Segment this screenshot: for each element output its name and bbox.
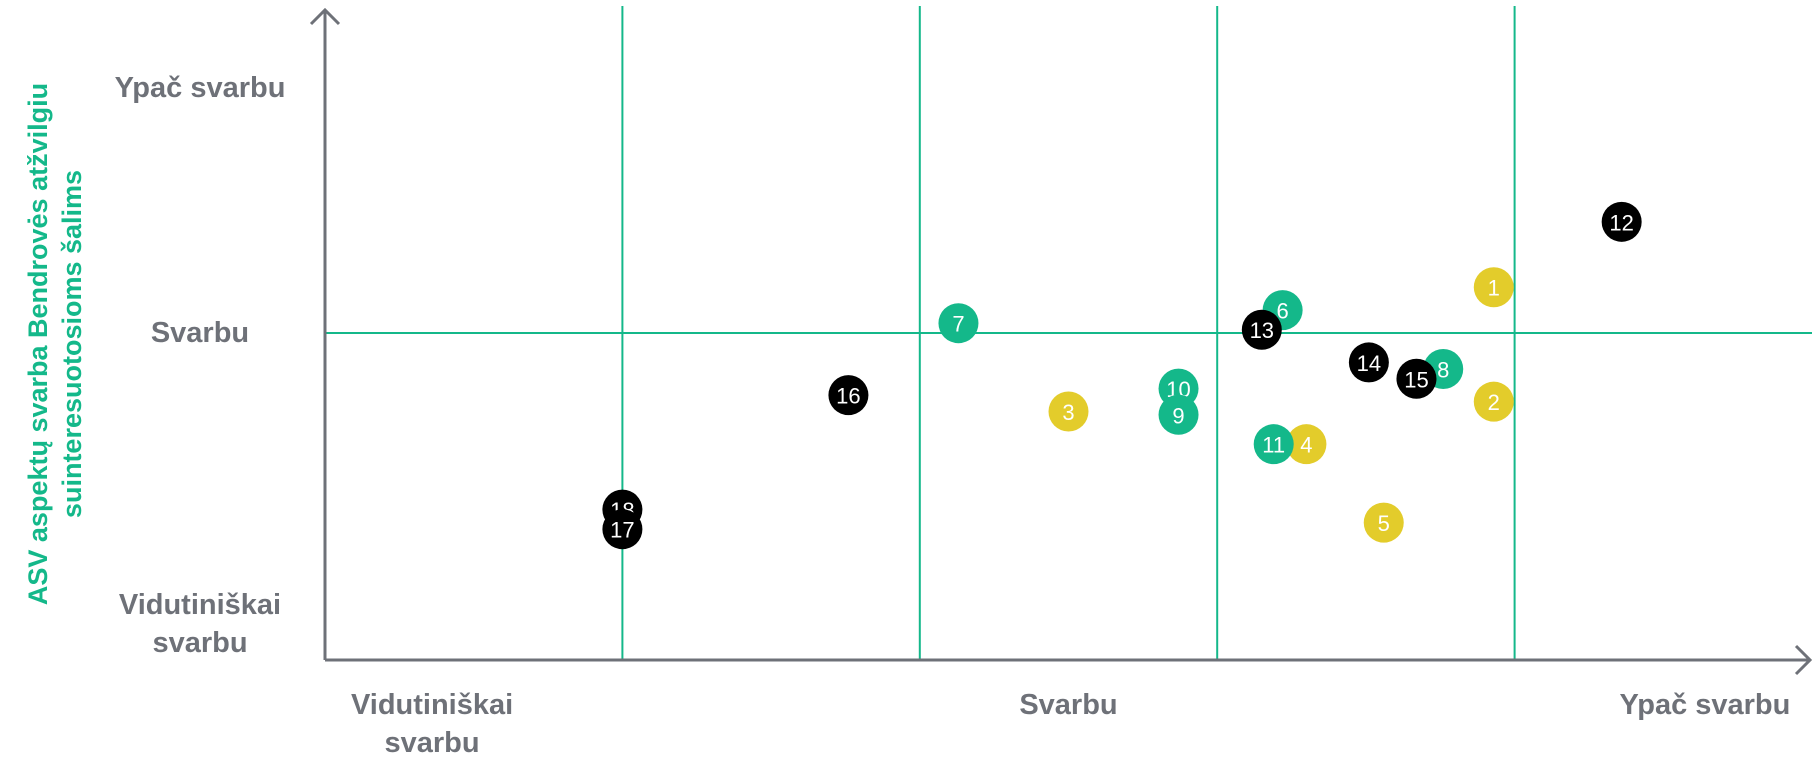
y-axis-title: ASV aspektų svarba Bendrovės atžvilgiu s… xyxy=(23,82,87,606)
y-axis-arrow xyxy=(309,7,341,26)
point-label: 2 xyxy=(1488,390,1500,415)
marker xyxy=(1601,201,1642,242)
x-tick-label: Ypač svarbu xyxy=(1619,689,1791,721)
point: 13 xyxy=(1241,309,1282,350)
y-tick-label: Ypač svarbu xyxy=(114,71,286,104)
point: 15 xyxy=(1396,358,1437,399)
point: 1 xyxy=(1473,267,1514,308)
point-label: 15 xyxy=(1404,367,1428,392)
point-label: 17 xyxy=(610,518,634,543)
point: 4 xyxy=(1286,424,1327,465)
marker xyxy=(828,375,869,416)
point: 5 xyxy=(1363,502,1404,543)
point: 14 xyxy=(1348,342,1389,383)
marker xyxy=(938,303,979,344)
point-label: 3 xyxy=(1062,400,1074,425)
x-tick-label: Vidutiniškai svarbu xyxy=(350,689,514,759)
y-tick-label: Svarbu xyxy=(150,317,250,349)
point-label: 8 xyxy=(1437,357,1449,382)
marker xyxy=(1253,424,1294,465)
point-label: 5 xyxy=(1378,511,1390,536)
point-label: 6 xyxy=(1277,299,1289,324)
marker xyxy=(1363,502,1404,543)
point-label: 12 xyxy=(1609,210,1633,235)
x-axis-arrow xyxy=(1794,644,1813,676)
marker xyxy=(1048,391,1089,432)
marker xyxy=(1396,358,1437,399)
point: 7 xyxy=(938,303,979,344)
point: 3 xyxy=(1048,391,1089,432)
point: 11 xyxy=(1253,424,1294,465)
marker xyxy=(1286,424,1327,465)
y-tick-label: Vidutiniškai svarbu xyxy=(118,589,282,660)
marker xyxy=(1348,342,1389,383)
point: 9 xyxy=(1158,394,1199,435)
point-label: 13 xyxy=(1250,318,1274,343)
point-label: 11 xyxy=(1262,433,1285,458)
marker xyxy=(1473,381,1514,422)
point-label: 7 xyxy=(952,312,964,337)
point: 16 xyxy=(828,375,869,416)
marker xyxy=(1473,267,1514,308)
point: 12 xyxy=(1601,201,1642,242)
marker xyxy=(602,509,643,550)
point-label: 14 xyxy=(1357,351,1381,376)
point-label: 16 xyxy=(836,384,860,409)
marker xyxy=(1241,309,1282,350)
x-tick-label: Svarbu xyxy=(1019,689,1118,721)
point-label: 1 xyxy=(1488,276,1500,301)
point: 2 xyxy=(1473,381,1514,422)
point-label: 4 xyxy=(1300,433,1312,458)
point-label: 9 xyxy=(1172,403,1184,428)
point: 17 xyxy=(602,509,643,550)
marker xyxy=(1158,394,1199,435)
